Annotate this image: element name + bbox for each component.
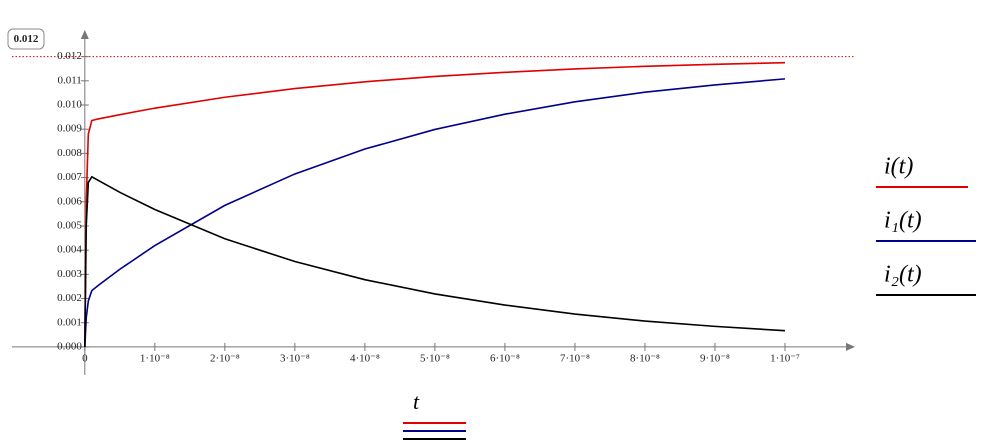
y-tick-label: 0.003 <box>57 268 82 280</box>
marker-label: 0.012 <box>14 33 39 45</box>
y-tick-label: 0.000 <box>57 340 82 352</box>
x-tick-label: 1·10⁻⁷ <box>770 352 800 364</box>
legend-label: i₁(t) <box>884 208 922 234</box>
y-tick-label: 0.002 <box>57 292 82 304</box>
y-tick-label: 0.001 <box>57 316 82 328</box>
y-tick-label: 0.007 <box>57 171 82 183</box>
series-line <box>84 78 786 347</box>
x-tick-label: 0 <box>82 352 88 364</box>
y-tick-label: 0.005 <box>57 219 82 231</box>
x-axis-label: t <box>413 389 420 414</box>
y-tick-label: 0.012 <box>57 50 82 62</box>
y-tick-label: 0.004 <box>57 244 82 256</box>
y-tick-label: 0.009 <box>57 123 82 135</box>
series-line <box>84 175 786 347</box>
x-tick-label: 8·10⁻⁸ <box>630 352 660 364</box>
x-axis-arrow <box>846 342 855 351</box>
y-axis-arrow <box>80 30 89 39</box>
y-tick-label: 0.010 <box>57 99 82 111</box>
x-tick-label: 6·10⁻⁸ <box>490 352 520 364</box>
y-tick-label: 0.011 <box>57 74 81 86</box>
x-tick-label: 5·10⁻⁸ <box>420 352 450 364</box>
marker-box <box>7 28 45 50</box>
x-tick-label: 4·10⁻⁸ <box>350 352 380 364</box>
x-tick-label: 1·10⁻⁸ <box>140 352 170 364</box>
x-tick-label: 3·10⁻⁸ <box>280 352 310 364</box>
y-tick-label: 0.008 <box>57 147 82 159</box>
legend-label: i₂(t) <box>884 262 922 288</box>
x-tick-label: 7·10⁻⁸ <box>560 352 590 364</box>
x-tick-label: 9·10⁻⁸ <box>700 352 730 364</box>
series-line <box>84 61 785 347</box>
legend-label: i(t) <box>884 154 913 180</box>
y-tick-label: 0.006 <box>57 195 82 207</box>
x-tick-label: 2·10⁻⁸ <box>210 352 240 364</box>
